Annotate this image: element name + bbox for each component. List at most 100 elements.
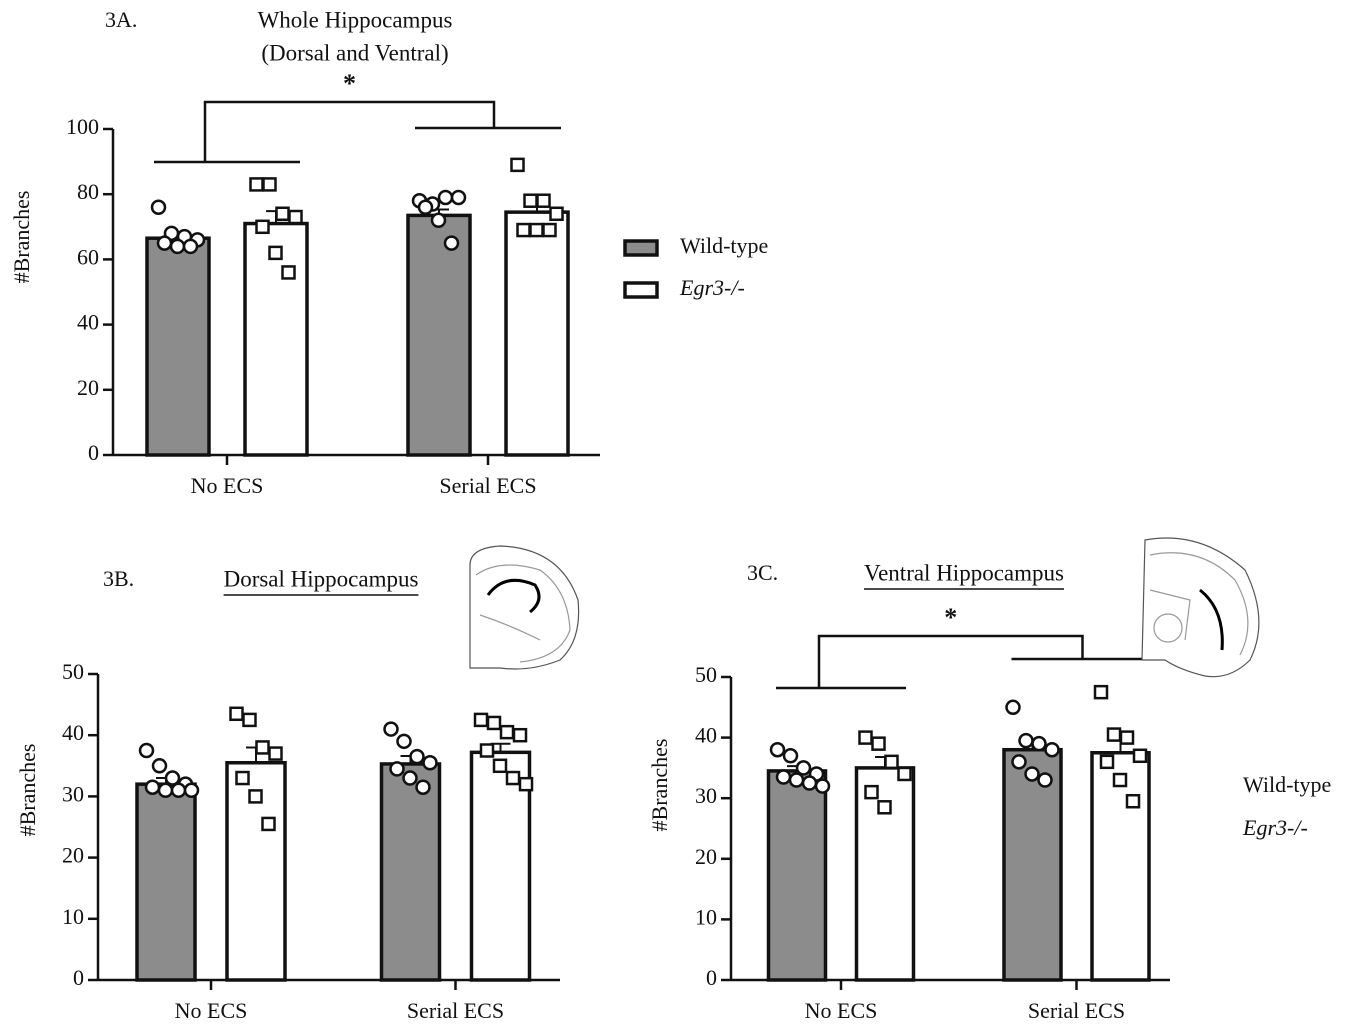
brain-illustration-ventral: [1142, 538, 1259, 677]
data-point: [507, 772, 519, 784]
significance-bracket: [205, 102, 494, 162]
panel-label: 3A.: [105, 7, 137, 32]
data-point: [501, 726, 513, 738]
data-point: [771, 743, 784, 756]
bar: [382, 764, 440, 980]
data-point: [231, 708, 243, 720]
data-point: [283, 266, 295, 278]
legend-label: Egr3-/-: [1242, 815, 1308, 840]
data-point: [531, 224, 543, 236]
data-point: [277, 208, 289, 220]
data-point: [518, 224, 530, 236]
data-point: [1026, 767, 1039, 780]
chart-title: Whole Hippocampus: [258, 7, 453, 32]
data-point: [544, 224, 556, 236]
y-tick-label: 0: [706, 965, 717, 990]
data-point: [784, 749, 797, 762]
data-point: [404, 772, 417, 785]
y-tick-label: 30: [695, 783, 717, 808]
data-point: [424, 756, 437, 769]
x-tick-label: No ECS: [191, 473, 264, 498]
y-tick-label: 40: [77, 310, 99, 335]
data-point: [1046, 743, 1059, 756]
y-tick-label: 20: [62, 843, 84, 868]
legend-swatch: [625, 283, 657, 297]
brain-illustration-dorsal: [470, 546, 579, 669]
y-tick-label: 10: [62, 904, 84, 929]
significance-bracket: [819, 636, 1083, 688]
legend-label: Wild-type: [1243, 772, 1331, 797]
y-tick-label: 100: [66, 114, 99, 139]
y-tick-label: 0: [88, 440, 99, 465]
x-tick-label: Serial ECS: [407, 998, 504, 1023]
data-point: [264, 178, 276, 190]
data-point: [488, 717, 500, 729]
data-point: [494, 760, 506, 772]
data-point: [481, 745, 493, 757]
data-point: [146, 781, 159, 794]
data-point: [172, 784, 185, 797]
x-tick-label: Serial ECS: [1028, 998, 1125, 1023]
legend-label: Wild-type: [680, 233, 768, 258]
data-point: [520, 778, 532, 790]
y-axis-label: #Branches: [647, 739, 672, 832]
data-point: [538, 195, 550, 207]
y-tick-label: 50: [62, 659, 84, 684]
data-point: [385, 723, 398, 736]
bar: [137, 784, 195, 980]
data-point: [185, 784, 198, 797]
data-point: [445, 237, 458, 250]
data-point: [398, 735, 411, 748]
y-axis-label: #Branches: [15, 744, 40, 837]
data-point: [270, 247, 282, 259]
figure: 3A. Whole Hippocampus (Dorsal and Ventral)…: [0, 0, 1368, 1028]
data-point: [171, 240, 184, 253]
data-point: [866, 786, 878, 798]
data-point: [391, 762, 404, 775]
chart-subtitle: (Dorsal and Ventral): [261, 40, 448, 65]
data-point: [237, 772, 249, 784]
panel-label: 3C.: [747, 560, 778, 585]
data-point: [816, 780, 829, 793]
data-point: [250, 790, 262, 802]
data-point: [140, 744, 153, 757]
data-point: [512, 159, 524, 171]
chart-title: Ventral Hippocampus: [864, 560, 1064, 585]
data-point: [514, 729, 526, 741]
x-tick-label: No ECS: [175, 998, 248, 1023]
data-point: [263, 818, 275, 830]
data-point: [886, 756, 898, 768]
significance-star: *: [944, 603, 957, 632]
bar: [408, 215, 470, 455]
data-point: [257, 221, 269, 233]
chart-title: Dorsal Hippocampus: [224, 566, 419, 591]
data-point: [1101, 756, 1113, 768]
data-point: [184, 240, 197, 253]
data-point: [1007, 701, 1020, 714]
data-point: [257, 741, 269, 753]
data-point: [452, 191, 465, 204]
data-point: [525, 195, 537, 207]
data-point: [1134, 750, 1146, 762]
x-tick-label: Serial ECS: [439, 473, 536, 498]
data-point: [873, 738, 885, 750]
data-point: [860, 732, 872, 744]
data-point: [439, 191, 452, 204]
bar: [506, 212, 568, 455]
y-tick-label: 30: [62, 781, 84, 806]
data-point: [432, 214, 445, 227]
legend-swatch: [625, 241, 657, 255]
y-tick-label: 20: [77, 375, 99, 400]
data-point: [1039, 774, 1052, 787]
data-point: [159, 784, 172, 797]
data-point: [1020, 734, 1033, 747]
bar: [147, 238, 209, 455]
data-point: [1033, 737, 1046, 750]
data-point: [797, 761, 810, 774]
significance-star: *: [343, 69, 356, 98]
data-point: [790, 774, 803, 787]
data-point: [417, 781, 430, 794]
data-point: [166, 772, 179, 785]
data-point: [879, 801, 891, 813]
y-tick-label: 40: [62, 720, 84, 745]
